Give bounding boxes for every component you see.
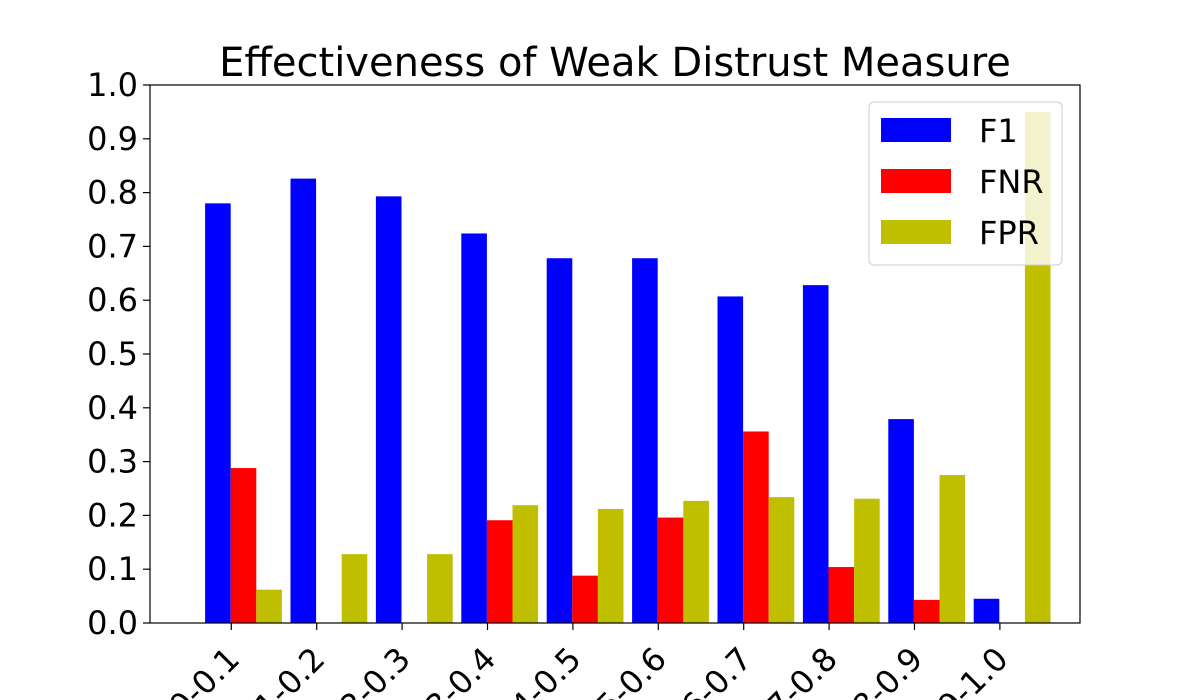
y-tick-label: 0.0 <box>87 604 138 642</box>
y-tick-label: 0.7 <box>87 227 138 265</box>
bar-fpr-4 <box>598 509 624 623</box>
legend-swatch-fnr <box>881 169 951 193</box>
bar-f1-4 <box>547 258 573 623</box>
bar-fpr-1 <box>342 554 368 623</box>
bar-f1-7 <box>803 285 829 623</box>
bar-f1-6 <box>718 296 744 623</box>
bar-fnr-4 <box>572 576 598 623</box>
bar-f1-2 <box>376 196 402 623</box>
legend-swatch-f1 <box>881 118 951 142</box>
bar-fpr-2 <box>427 554 453 623</box>
legend-swatch-fpr <box>881 220 951 244</box>
bar-f1-5 <box>632 258 658 623</box>
bar-fpr-0 <box>256 590 282 623</box>
x-axis-ticks: 0.0-0.10.1-0.20.2-0.30.3-0.40.4-0.50.5-0… <box>140 623 1016 700</box>
x-tick-label: 0.0-0.1 <box>140 640 247 700</box>
bar-fnr-6 <box>743 431 769 623</box>
y-tick-label: 0.1 <box>87 550 138 588</box>
bar-fpr-7 <box>854 499 880 623</box>
bar-fnr-7 <box>829 567 855 623</box>
bar-fnr-8 <box>914 600 940 623</box>
legend-label-f1: F1 <box>979 112 1018 150</box>
bar-fnr-5 <box>658 518 684 623</box>
y-tick-label: 0.3 <box>87 443 138 481</box>
bar-f1-0 <box>205 203 231 623</box>
bar-f1-8 <box>888 419 914 623</box>
bar-fpr-6 <box>769 497 795 623</box>
y-tick-label: 1.0 <box>87 66 138 104</box>
y-tick-label: 0.8 <box>87 174 138 212</box>
chart-title: Effectiveness of Weak Distrust Measure <box>219 40 1011 86</box>
y-tick-label: 0.2 <box>87 496 138 534</box>
bar-fnr-3 <box>487 520 513 623</box>
bar-f1-1 <box>291 179 317 623</box>
bar-fpr-3 <box>513 505 539 623</box>
y-axis-ticks: 0.0 0.1 0.2 0.3 0.4 0.5 0.6 0.7 0.8 0.9 1.0 <box>87 66 150 642</box>
y-tick-label: 0.9 <box>87 120 138 158</box>
legend-label-fnr: FNR <box>979 163 1044 201</box>
y-tick-label: 0.6 <box>87 281 138 319</box>
bar-fpr-8 <box>940 475 966 623</box>
legend: F1 FNR FPR <box>869 102 1062 265</box>
bar-f1-3 <box>461 233 487 623</box>
bar-fnr-0 <box>231 468 257 623</box>
y-tick-label: 0.5 <box>87 335 138 373</box>
bar-f1-9 <box>974 599 1000 623</box>
legend-label-fpr: FPR <box>979 214 1039 252</box>
bar-fpr-5 <box>683 501 709 623</box>
y-tick-label: 0.4 <box>87 389 138 427</box>
